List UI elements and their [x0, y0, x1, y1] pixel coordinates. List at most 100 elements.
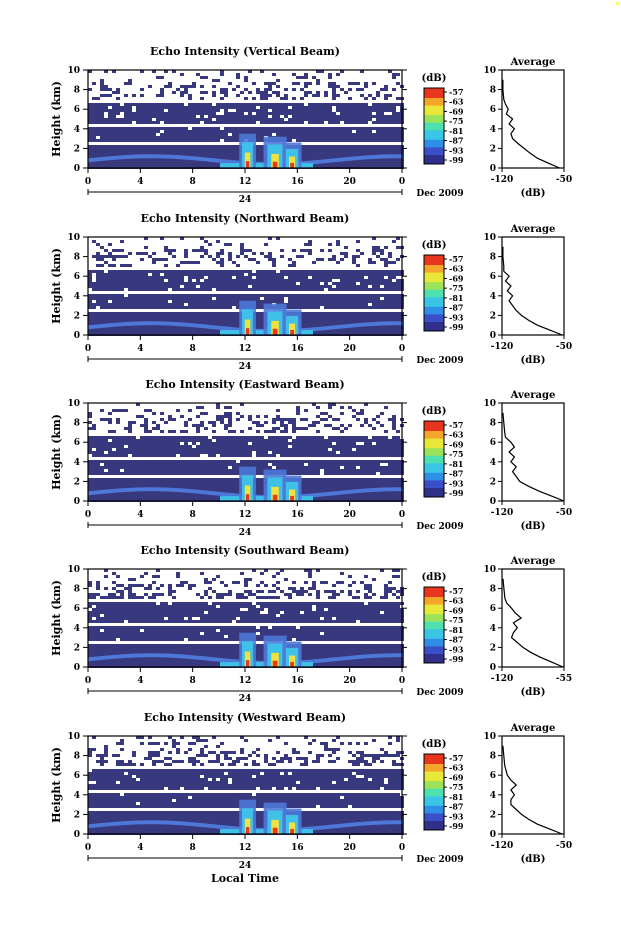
echo-cell	[140, 133, 144, 136]
echo-cell	[384, 258, 388, 261]
echo-cell	[236, 264, 240, 267]
xtick-label: 8	[190, 344, 196, 354]
echo-cell	[328, 312, 332, 315]
echo-cell	[160, 88, 164, 91]
echo-cell	[268, 439, 272, 442]
echo-cell	[320, 148, 324, 151]
echo-cell	[224, 463, 228, 466]
echo-cell	[164, 148, 168, 151]
echo-cell	[128, 121, 132, 124]
echo-cell	[164, 115, 168, 118]
echo-cell	[220, 436, 224, 439]
echo-cell	[144, 136, 148, 139]
echo-cell	[168, 121, 172, 124]
echo-cell	[272, 112, 276, 115]
echo-cell	[132, 300, 136, 303]
echo-cell	[108, 151, 112, 154]
echo-cell	[268, 276, 272, 279]
echo-cell	[204, 240, 208, 243]
echo-cell	[276, 415, 280, 418]
echo-cell	[116, 484, 120, 487]
echo-cell	[388, 130, 392, 133]
echo-cell	[224, 484, 228, 487]
echo-cell	[112, 484, 116, 487]
echo-cell	[212, 276, 216, 279]
echo-cell	[228, 112, 232, 115]
echo-cell	[144, 118, 148, 121]
low-band-cell	[319, 327, 322, 331]
echo-cell	[348, 303, 352, 306]
echo-cell	[120, 163, 124, 166]
echo-cell	[304, 294, 308, 297]
echo-cell	[256, 445, 260, 448]
echo-cell	[176, 103, 180, 106]
echo-cell	[224, 478, 228, 481]
echo-cell	[324, 112, 328, 115]
echo-cell	[172, 273, 176, 276]
echo-cell	[352, 327, 356, 330]
echo-cell	[192, 118, 196, 121]
echo-cell	[348, 273, 352, 276]
echo-cell	[244, 130, 248, 133]
echo-cell	[396, 297, 400, 300]
echo-cell	[136, 297, 140, 300]
echo-cell	[188, 315, 192, 318]
echo-cell	[188, 303, 192, 306]
echo-cell	[184, 496, 188, 499]
echo-cell	[108, 118, 112, 121]
echo-cell	[172, 148, 176, 151]
echo-cell	[200, 276, 204, 279]
echo-cell	[332, 112, 336, 115]
echo-cell	[376, 112, 380, 115]
colorbar-tick-label: -81	[449, 126, 463, 136]
echo-cell	[352, 261, 356, 264]
echo-cell	[264, 466, 268, 469]
echo-cell	[364, 103, 368, 106]
echo-cell	[188, 112, 192, 115]
echo-cell	[352, 303, 356, 306]
echo-cell	[112, 130, 116, 133]
echo-cell	[388, 103, 392, 106]
echo-cell	[132, 112, 136, 115]
echo-cell	[212, 133, 216, 136]
echo-cell	[384, 270, 388, 273]
echo-cell	[336, 130, 340, 133]
echo-cell	[324, 118, 328, 121]
echo-cell	[316, 288, 320, 291]
echo-cell	[116, 294, 120, 297]
echo-cell	[324, 139, 328, 142]
echo-cell	[376, 115, 380, 118]
echo-cell	[280, 133, 284, 136]
echo-cell	[100, 255, 104, 258]
echo-cell	[332, 133, 336, 136]
echo-cell	[172, 472, 176, 475]
echo-cell	[328, 103, 332, 106]
echo-cell	[92, 496, 96, 499]
echo-cell	[112, 139, 116, 142]
echo-cell	[180, 478, 184, 481]
echo-cell	[136, 330, 140, 333]
echo-cell	[160, 112, 164, 115]
echo-cell	[344, 103, 348, 106]
echo-cell	[216, 478, 220, 481]
echo-cell	[252, 288, 256, 291]
echo-cell	[168, 85, 172, 88]
echo-cell	[392, 297, 396, 300]
echo-cell	[192, 466, 196, 469]
echo-cell	[104, 448, 108, 451]
echo-cell	[152, 273, 156, 276]
mid-band-cell	[235, 330, 238, 335]
echo-cell	[224, 442, 228, 445]
echo-cell	[228, 412, 232, 415]
echo-cell	[304, 151, 308, 154]
echo-cell	[308, 133, 312, 136]
echo-cell	[188, 121, 192, 124]
echo-cell	[216, 154, 220, 157]
echo-cell	[244, 294, 248, 297]
echo-cell	[92, 469, 96, 472]
echo-cell	[204, 136, 208, 139]
echo-cell	[120, 297, 124, 300]
echo-cell	[156, 484, 160, 487]
echo-cell	[364, 303, 368, 306]
echo-cell	[96, 163, 100, 166]
